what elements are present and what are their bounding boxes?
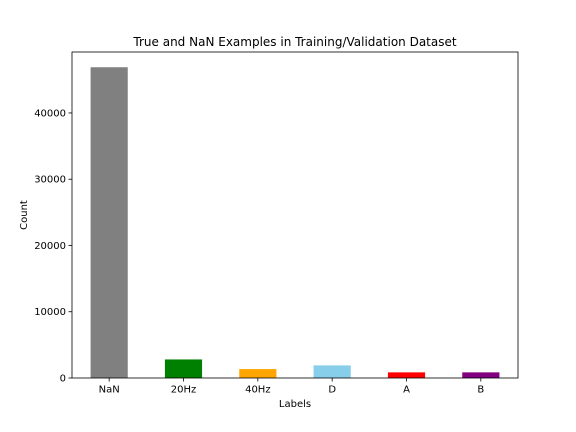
x-axis-label: Labels — [279, 399, 311, 410]
plot-frame — [71, 51, 519, 379]
bar-d — [313, 365, 351, 378]
x-tick-label: D — [328, 385, 336, 396]
chart-title: True and NaN Examples in Training/Valida… — [132, 35, 456, 49]
y-axis-ticks: 0 10000 20000 30000 40000 — [34, 108, 72, 385]
y-axis-label: Count — [19, 200, 30, 230]
x-tick-label: 40Hz — [245, 385, 271, 396]
bar-20hz — [164, 359, 203, 378]
x-axis-ticks: NaN 20Hz 40Hz D A B — [99, 378, 484, 396]
y-tick-label: 40000 — [34, 108, 66, 119]
x-tick-label: NaN — [99, 385, 120, 396]
bars-layer — [90, 67, 500, 378]
bar-a — [387, 372, 426, 378]
y-tick-label: 10000 — [34, 307, 66, 318]
y-tick-label: 30000 — [34, 175, 66, 186]
bar-40hz — [239, 369, 277, 378]
y-tick-label: 20000 — [34, 241, 66, 252]
y-tick-label: 0 — [60, 374, 66, 385]
x-tick-label: B — [477, 385, 484, 396]
x-tick-label: 20Hz — [171, 385, 197, 396]
bar-b — [462, 372, 500, 378]
bar-nan — [90, 67, 128, 378]
x-tick-label: A — [403, 385, 410, 396]
